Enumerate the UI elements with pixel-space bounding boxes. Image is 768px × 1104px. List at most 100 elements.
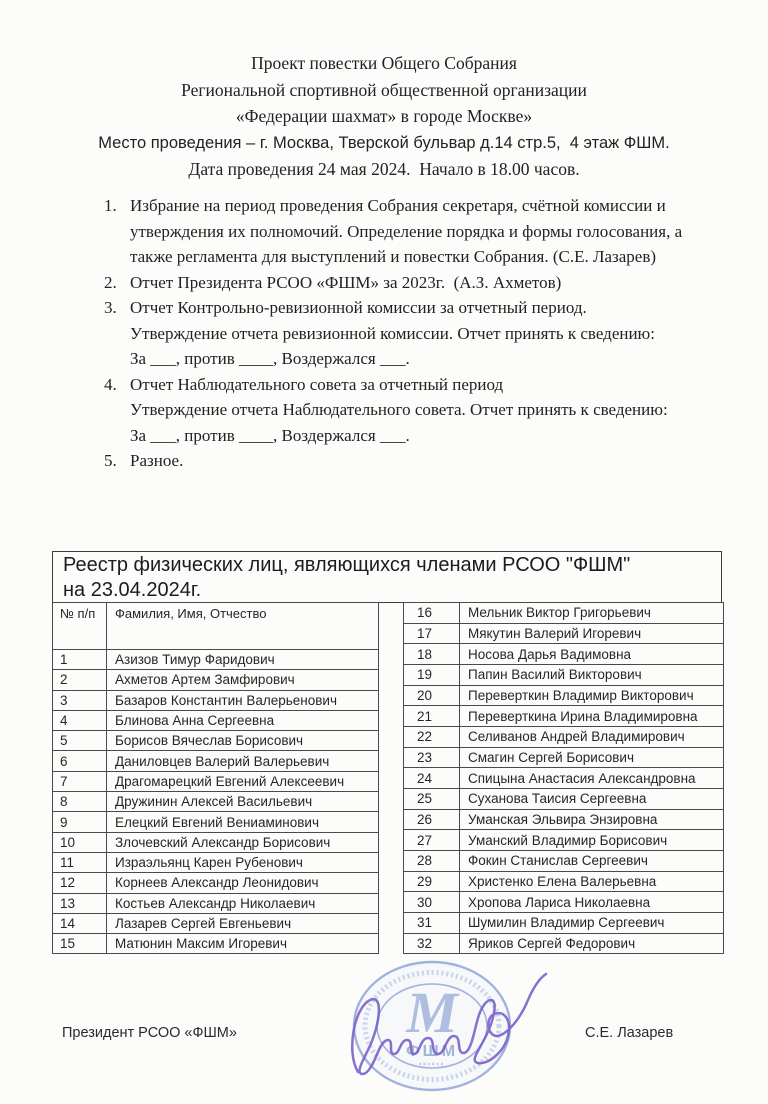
member-number: 4	[52, 709, 107, 732]
member-number: 10	[52, 831, 107, 853]
member-name: Спицына Анастасия Александровна	[459, 767, 724, 790]
header-line-venue: Место проведения – г. Москва, Тверской б…	[98, 133, 670, 152]
registry-title-line2: на 23.04.2024г.	[63, 579, 202, 601]
agenda-line: утверждения их полномочий. Определение п…	[130, 221, 683, 241]
member-row: 8 Дружинин Алексей Васильевич	[52, 791, 379, 813]
member-number: 8	[52, 791, 107, 813]
member-number: 1	[52, 648, 107, 671]
member-row: 11 Израэльянц Карен Рубенович	[52, 851, 379, 874]
member-name: Хропова Лариса Николаевна	[459, 891, 724, 914]
registry-table-left: № п/п Фамилия, Имя, Отчество 1 Азизов Тим…	[52, 602, 379, 955]
agenda-item-text: Отчет Наблюдательного совета за отчетный…	[130, 372, 726, 449]
member-name: Суханова Таисия Сергеевна	[459, 788, 724, 810]
member-row: 30 Хропова Лариса Николаевна	[403, 891, 724, 914]
member-name: Селиванов Андрей Владимирович	[459, 726, 724, 748]
member-row: 13 Костьев Александр Николаевич	[52, 892, 379, 914]
member-number: 11	[52, 851, 107, 874]
member-number: 19	[403, 664, 460, 686]
member-row: 17 Мякутин Валерий Игоревич	[403, 622, 724, 645]
member-name: Азизов Тимур Фаридович	[106, 648, 379, 671]
agenda-item: 2. Отчет Президента РСОО «ФШМ» за 2023г.…	[104, 270, 726, 296]
agenda-line: также регламента для выступлений и повес…	[130, 247, 657, 266]
registry-header-row: № п/п Фамилия, Имя, Отчество	[52, 602, 379, 650]
member-row: 25 Суханова Таисия Сергеевна	[403, 788, 724, 810]
member-name: Шумилин Владимир Сергеевич	[459, 912, 724, 934]
member-row: 5 Борисов Вячеслав Борисович	[52, 730, 379, 752]
agenda-item-number: 4.	[104, 374, 117, 394]
member-row: 15 Матюнин Максим Игоревич	[52, 933, 379, 955]
agenda-line: Утверждение отчета Наблюдательного совет…	[130, 400, 668, 419]
member-row: 19 Папин Василий Викторович	[403, 664, 724, 686]
member-row: 10 Злочевский Александр Борисович	[52, 831, 379, 853]
member-number: 2	[52, 669, 107, 691]
member-name: Уманский Владимир Борисович	[459, 829, 724, 852]
signer-title: Президент РСОО «ФШМ»	[62, 1025, 237, 1041]
document-header: Проект повестки Общего Собрания Регионал…	[0, 50, 768, 183]
member-name: Лазарев Сергей Евгеньевич	[106, 912, 379, 935]
agenda-item-number: 2.	[104, 272, 117, 292]
member-number: 24	[403, 767, 460, 790]
member-number: 20	[403, 684, 460, 707]
member-name: Борисов Вячеслав Борисович	[106, 730, 379, 752]
member-number: 17	[403, 622, 460, 645]
column-header-number: № п/п	[52, 602, 107, 650]
member-number: 26	[403, 808, 460, 831]
agenda-item: 5. Разное.	[104, 448, 726, 474]
member-number: 6	[52, 750, 107, 772]
member-name: Ахметов Артем Замфирович	[106, 669, 379, 691]
member-name: Елецкий Евгений Вениаминович	[106, 811, 379, 833]
member-name: Носова Дарья Вадимовна	[459, 643, 724, 666]
member-number: 29	[403, 870, 460, 893]
member-name: Переверткина Ирина Владимировна	[459, 705, 724, 728]
member-row: 3 Базаров Константин Валерьенович	[52, 689, 379, 711]
member-name: Костьев Александр Николаевич	[106, 892, 379, 914]
agenda-item: 1. Избрание на период проведения Собрани…	[104, 193, 726, 270]
member-number: 18	[403, 643, 460, 666]
member-row: 24 Спицына Анастасия Александровна	[403, 767, 724, 790]
member-number: 7	[52, 770, 107, 793]
member-number: 13	[52, 892, 107, 914]
member-name: Матюнин Максим Игоревич	[106, 933, 379, 955]
member-row: 22 Селиванов Андрей Владимирович	[403, 726, 724, 748]
member-name: Папин Василий Викторович	[459, 664, 724, 686]
member-name: Базаров Константин Валерьенович	[106, 689, 379, 711]
member-name: Яриков Сергей Федорович	[459, 932, 724, 955]
member-name: Фокин Станислав Сергеевич	[459, 850, 724, 872]
registry-title-line1: Реестр физических лиц, являющихся членам…	[63, 554, 631, 576]
member-name: Злочевский Александр Борисович	[106, 831, 379, 853]
signer-name: С.Е. Лазарев	[585, 1025, 674, 1041]
column-header-name: Фамилия, Имя, Отчество	[106, 602, 379, 650]
agenda-item: 4. Отчет Наблюдательного совета за отчет…	[104, 372, 726, 449]
agenda-line: Отчет Наблюдательного совета за отчетный…	[130, 374, 504, 394]
member-number: 14	[52, 912, 107, 935]
member-row: 21 Переверткина Ирина Владимировна	[403, 705, 724, 728]
member-row: 26 Уманская Эльвира Энзировна	[403, 808, 724, 831]
header-line-date: Дата проведения 24 мая 2024. Начало в 18…	[188, 159, 580, 179]
member-number: 12	[52, 872, 107, 894]
member-row: 9 Елецкий Евгений Вениаминович	[52, 811, 379, 833]
member-number: 27	[403, 829, 460, 852]
member-number: 16	[403, 602, 460, 624]
agenda-item-number: 3.	[104, 298, 117, 317]
member-name: Смагин Сергей Борисович	[459, 746, 724, 769]
member-number: 5	[52, 730, 107, 752]
member-number: 32	[403, 932, 460, 955]
member-row: 14 Лазарев Сергей Евгеньевич	[52, 912, 379, 935]
registry-section: Реестр физических лиц, являющихся членам…	[52, 551, 724, 955]
agenda-line: Утверждение отчета ревизионной комиссии.…	[130, 323, 655, 343]
member-name: Мельник Виктор Григорьевич	[459, 602, 724, 624]
header-line: «Федерации шахмат» в городе Москве»	[235, 106, 533, 126]
member-row: 16 Мельник Виктор Григорьевич	[403, 602, 724, 624]
member-number: 25	[403, 788, 460, 810]
member-row: 18 Носова Дарья Вадимовна	[403, 643, 724, 666]
agenda-item-text: Разное.	[130, 448, 726, 474]
header-line: Региональной спортивной общественной орг…	[181, 79, 587, 100]
member-name: Корнеев Александр Леонидович	[106, 872, 379, 894]
member-row: 20 Переверткин Владимир Викторович	[403, 684, 724, 707]
member-name: Даниловцев Валерий Валерьевич	[106, 750, 379, 772]
registry-table-right: 16 Мельник Виктор Григорьевич 17 Мякутин Ва…	[403, 602, 724, 955]
member-row: 27 Уманский Владимир Борисович	[403, 829, 724, 852]
agenda-item-text: Отчет Президента РСОО «ФШМ» за 2023г. (А…	[130, 270, 726, 296]
member-row: 23 Смагин Сергей Борисович	[403, 746, 724, 769]
